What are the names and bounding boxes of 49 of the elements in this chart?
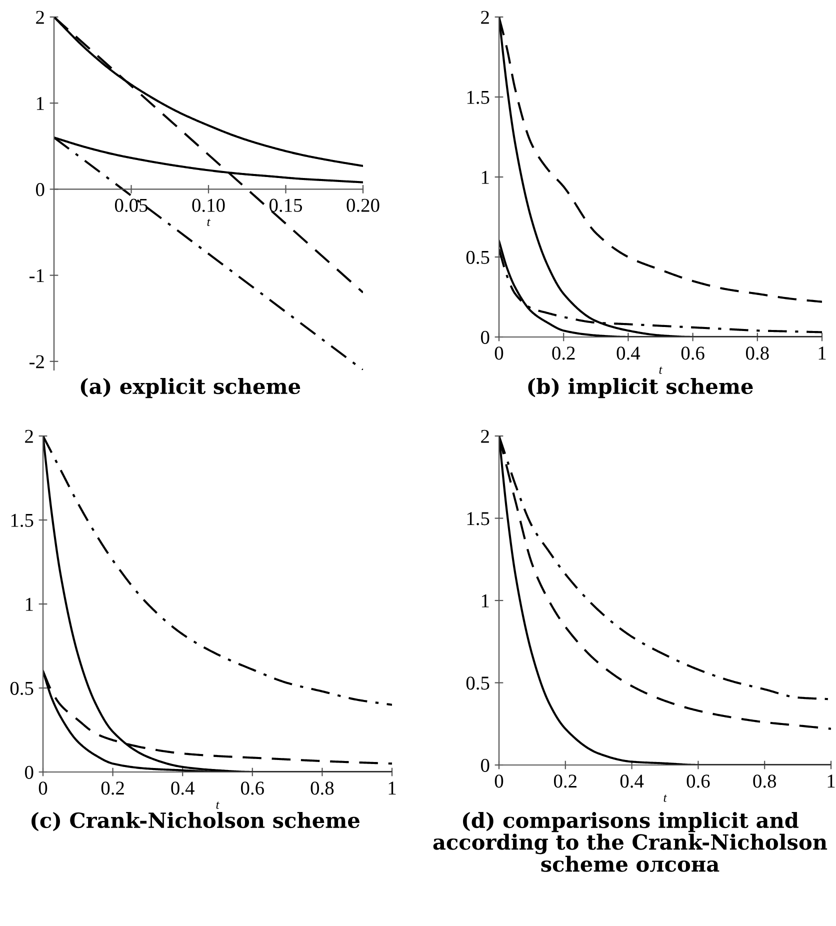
y-tick-label: 2	[36, 10, 44, 24]
y-tick-label: 0	[24, 766, 34, 779]
y-tick-label: 0	[36, 183, 44, 196]
x-tick-label: 0	[494, 774, 504, 788]
y-tick-label: 1.5	[467, 90, 490, 104]
x-tick-label: 0.8	[746, 346, 769, 360]
y-tick-label: 2	[481, 10, 489, 24]
y-tick-label: 1	[36, 97, 44, 110]
x-tick-label: 0.4	[620, 774, 644, 788]
x-tick-label: 0.05	[114, 198, 148, 212]
y-tick-label: -1	[30, 269, 44, 282]
text: (b) implicit scheme	[528, 378, 753, 398]
x-tick-label: 1	[818, 346, 826, 360]
y-tick-label: 1	[26, 598, 33, 611]
y-tick-label: 1	[482, 594, 489, 608]
x-axis-title: t	[216, 802, 220, 809]
y-tick-label: 0	[480, 758, 490, 772]
text: (c) Crank-Nicholson scheme	[32, 812, 360, 832]
x-tick-label: 0.20	[346, 198, 380, 212]
x-tick-label: 0.6	[686, 774, 710, 788]
x-tick-label: 0	[494, 346, 504, 360]
x-tick-label: 0.10	[192, 198, 225, 212]
x-tick-label: 0.2	[101, 782, 124, 795]
x-tick-label: 0.6	[240, 782, 264, 795]
y-tick-label: 2	[481, 430, 489, 443]
x-tick-label: 0.15	[269, 198, 302, 212]
x-tick-label: 1	[388, 782, 396, 795]
x-tick-label: 0.2	[554, 774, 576, 788]
text: (d) comparisons implicit and according to the Crank-Nicholson scheme олсона	[433, 812, 828, 872]
y-tick-label: 1	[482, 170, 489, 184]
y-tick-label: 0.5	[466, 676, 490, 690]
y-tick-label: 1.5	[467, 512, 490, 526]
x-tick-label: 0.8	[753, 774, 776, 788]
x-tick-label: 0.6	[681, 346, 704, 360]
y-tick-label: 0.5	[10, 682, 34, 696]
x-tick-label: 0.4	[616, 346, 640, 360]
x-tick-label: 0.4	[171, 782, 194, 795]
x-axis-title: t	[207, 218, 210, 226]
y-tick-label: 0.5	[466, 250, 490, 264]
y-tick-label: 1.5	[11, 514, 34, 528]
x-tick-label: 0.8	[310, 782, 334, 795]
y-tick-label: -2	[30, 355, 44, 368]
text: (a) explicit scheme	[80, 378, 300, 398]
x-tick-label: 0.2	[552, 346, 575, 360]
x-axis-title: t	[659, 366, 662, 374]
y-tick-label: 2	[25, 430, 33, 443]
y-tick-label: 0	[480, 330, 490, 344]
x-tick-label: 1	[828, 774, 835, 788]
x-axis-title: t	[664, 794, 667, 802]
